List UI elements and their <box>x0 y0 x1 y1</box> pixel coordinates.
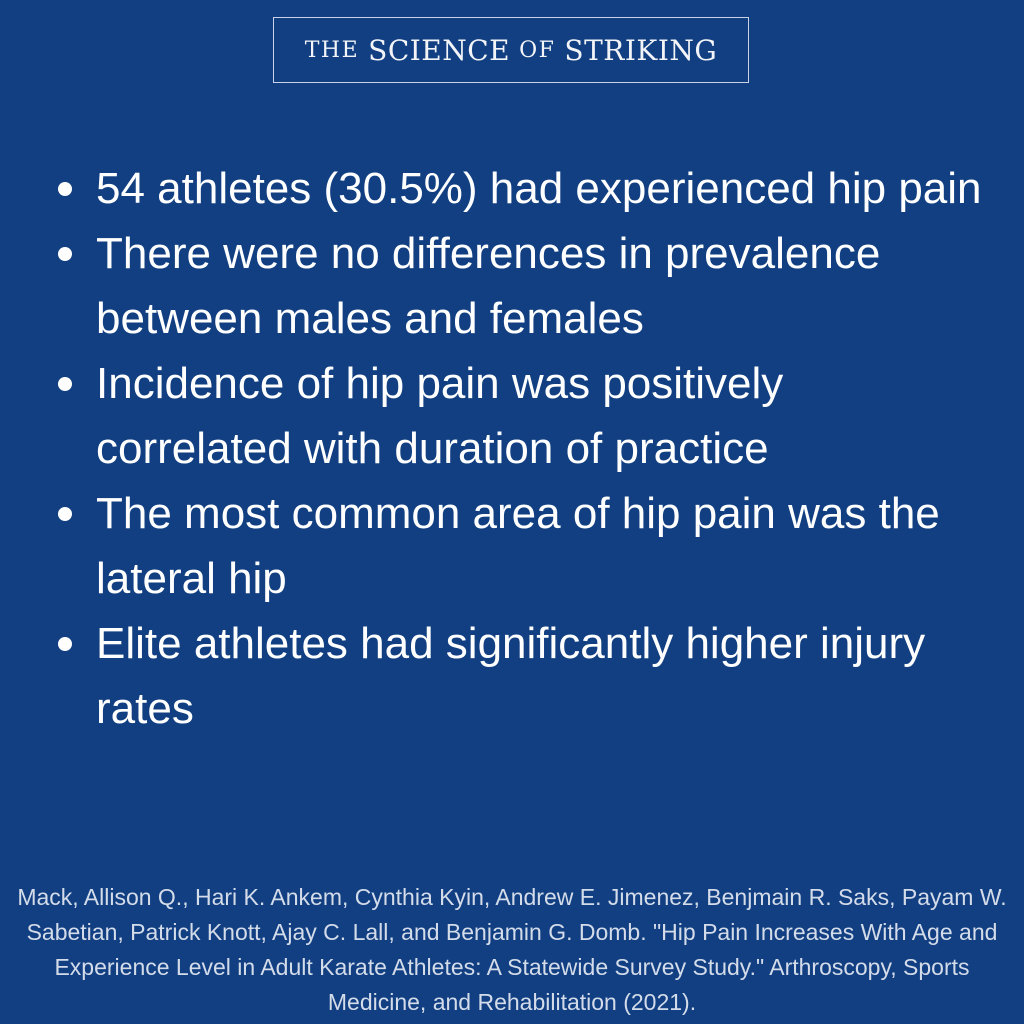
bullet-dot-icon <box>58 247 72 261</box>
brand-logo: The Science of Striking <box>273 17 749 83</box>
finding-item: Incidence of hip pain was positively cor… <box>50 351 990 481</box>
citation-text: Mack, Allison Q., Hari K. Ankem, Cynthia… <box>17 884 1007 1015</box>
finding-item: There were no differences in prevalence … <box>50 221 990 351</box>
bullet-dot-icon <box>58 507 72 521</box>
logo-word-striking: Striking <box>564 33 718 67</box>
finding-item: 54 athletes (30.5%) had experienced hip … <box>50 156 990 221</box>
logo-word-science: Science <box>368 33 511 67</box>
finding-text: Elite athletes had significantly higher … <box>96 619 926 733</box>
finding-text: There were no differences in prevalence … <box>96 229 881 343</box>
finding-item: Elite athletes had significantly higher … <box>50 611 990 741</box>
finding-text: 54 athletes (30.5%) had experienced hip … <box>96 164 982 213</box>
bullet-dot-icon <box>58 637 72 651</box>
finding-item: The most common area of hip pain was the… <box>50 481 990 611</box>
bullet-dot-icon <box>58 182 72 196</box>
logo-word-of: of <box>519 37 556 63</box>
findings-list: 54 athletes (30.5%) had experienced hip … <box>50 156 990 741</box>
finding-text: The most common area of hip pain was the… <box>96 489 940 603</box>
logo-word-the: The <box>304 37 360 63</box>
finding-text: Incidence of hip pain was positively cor… <box>96 359 784 473</box>
bullet-dot-icon <box>58 377 72 391</box>
